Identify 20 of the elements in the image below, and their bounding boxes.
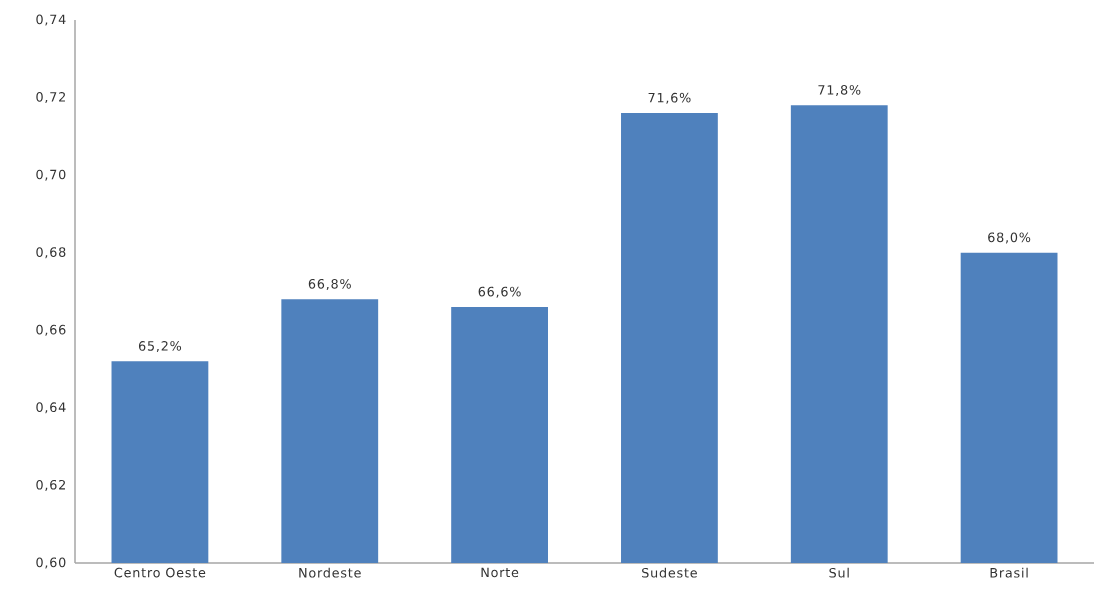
- y-tick-label: 0,66: [36, 324, 66, 336]
- y-tick-label: 0,68: [36, 247, 66, 259]
- x-tick-label: Nordeste: [299, 567, 361, 578]
- y-tick-label: 0,64: [36, 402, 66, 414]
- x-tick-label: Brasil: [990, 567, 1028, 578]
- y-tick-label: 0,60: [36, 557, 66, 569]
- y-tick-label: 0,62: [36, 479, 65, 491]
- x-tick-label: Sul: [829, 567, 849, 578]
- y-tick-label: 0,70: [36, 169, 66, 181]
- data-label: 71,8%: [818, 85, 861, 97]
- x-tick-label: Sudeste: [642, 567, 697, 578]
- y-tick-label: 0,72: [36, 92, 65, 104]
- y-tick-label: 0,74: [36, 14, 66, 26]
- x-tick-label: Centro Oeste: [114, 567, 206, 578]
- data-label: 65,2%: [138, 341, 182, 353]
- data-label: 68,0%: [988, 232, 1031, 244]
- data-label: 66,8%: [308, 279, 351, 290]
- data-label: 66,6%: [478, 286, 521, 298]
- x-tick-label: Norte: [481, 567, 519, 578]
- data-label: 71,6%: [648, 92, 691, 104]
